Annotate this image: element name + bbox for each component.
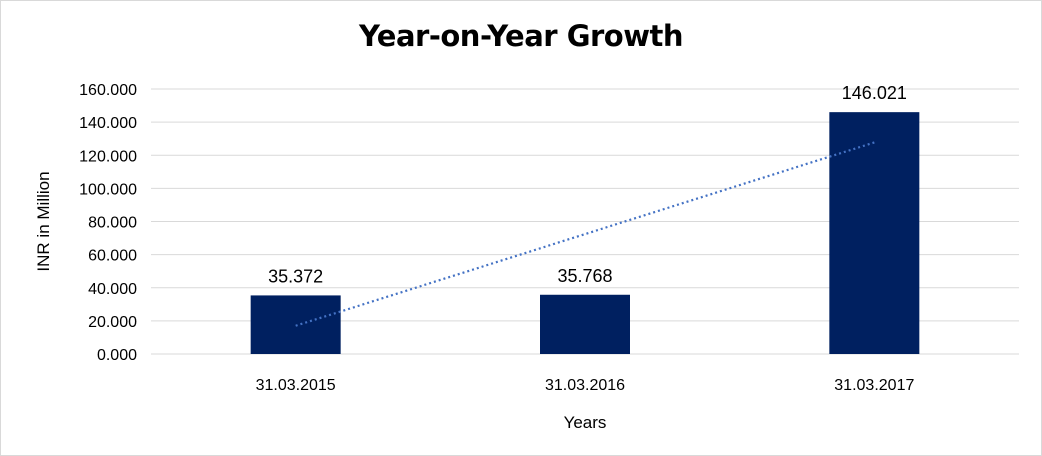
x-tick-label: 31.03.2017 (834, 377, 914, 394)
x-tick-label: 31.03.2016 (545, 377, 625, 394)
data-label: 146.021 (842, 83, 907, 103)
y-axis-label: INR in Million (34, 171, 53, 271)
y-tick-label: 160.000 (79, 82, 137, 99)
y-tick-label: 100.000 (79, 181, 137, 198)
y-tick-label: 60.000 (88, 248, 137, 265)
chart-title: Year-on-Year Growth (358, 19, 684, 53)
data-label: 35.372 (268, 266, 323, 286)
y-tick-label: 120.000 (79, 148, 137, 165)
x-axis-label: Years (564, 413, 607, 432)
y-tick-label: 80.000 (88, 215, 137, 232)
trendline (295, 141, 875, 327)
bar (540, 294, 630, 354)
x-tick-label: 31.03.2015 (256, 377, 336, 394)
data-label: 35.768 (557, 266, 612, 286)
bar (829, 112, 920, 355)
y-tick-label: 0.000 (97, 347, 137, 364)
y-tick-label: 20.000 (88, 314, 137, 331)
y-tick-label: 140.000 (79, 115, 137, 132)
y-tick-label: 40.000 (88, 281, 137, 298)
